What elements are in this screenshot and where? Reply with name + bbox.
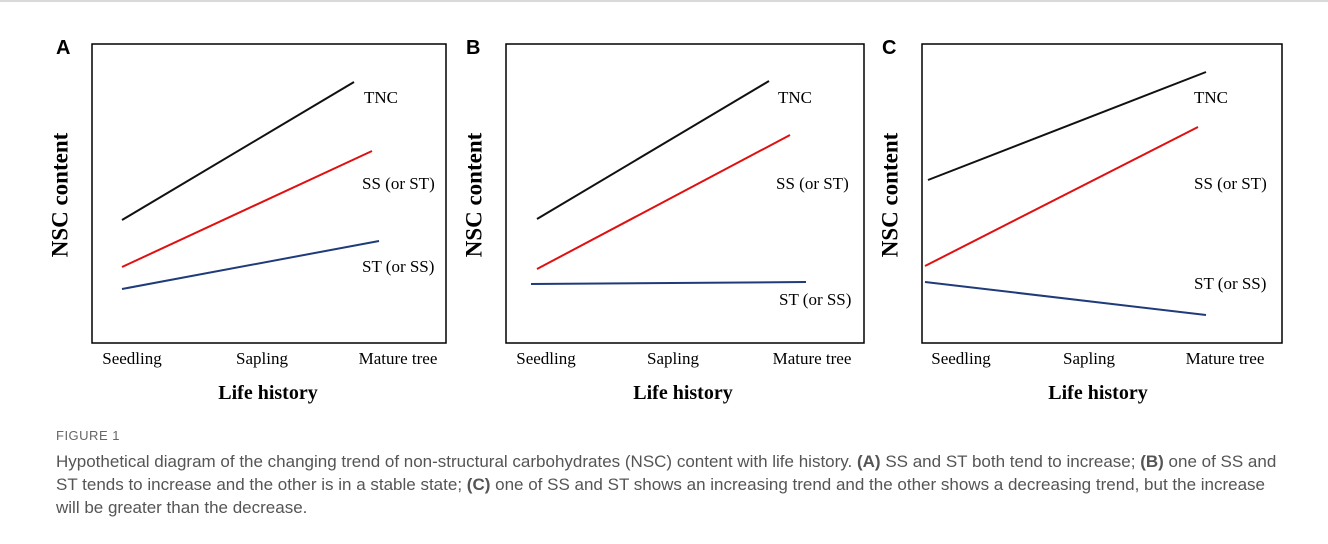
trend-line [536, 134, 791, 270]
series-label: SS (or ST) [362, 174, 435, 193]
y-axis-label: NSC content [461, 132, 486, 257]
y-axis-label: NSC content [47, 132, 72, 257]
series-label: SS (or ST) [776, 174, 849, 193]
x-tick-label: Mature tree [359, 349, 438, 368]
top-border [0, 0, 1328, 2]
plot-frame [505, 43, 865, 344]
trend-line [536, 80, 770, 220]
x-tick-label: Seedling [931, 349, 991, 368]
panel-label: A [56, 37, 70, 59]
caption-part-text: one of SS and ST shows an increasing tre… [56, 475, 1266, 517]
x-axis-label: Life history [1048, 382, 1147, 404]
x-axis-label: Life history [218, 382, 317, 404]
x-axis-label: Life history [633, 382, 732, 404]
trend-line [121, 150, 373, 268]
caption-part-label: (A) [856, 452, 881, 471]
series-label: TNC [778, 88, 812, 107]
figure: A NSC content Seedling Sapling Mature tree Li… [47, 37, 1283, 404]
x-tick-label: Mature tree [1186, 349, 1265, 368]
x-tick-label: Sapling [236, 349, 288, 368]
series-label: ST (or SS) [362, 257, 434, 276]
caption-part-label: (C) [466, 475, 491, 494]
caption: Hypothetical diagram of the changing tre… [56, 450, 1286, 519]
y-axis-label: NSC content [877, 132, 902, 257]
series-label: ST (or SS) [779, 290, 851, 309]
x-tick-label: Mature tree [773, 349, 852, 368]
plot-frame [921, 43, 1283, 344]
trend-line [927, 71, 1207, 181]
caption-part-text: SS and ST both tend to increase; [885, 452, 1136, 471]
trend-line [530, 281, 807, 285]
x-tick-label: Seedling [516, 349, 576, 368]
trend-line [924, 281, 1207, 316]
x-tick-label: Sapling [647, 349, 699, 368]
panel-label: C [882, 37, 896, 59]
trend-line [924, 126, 1199, 267]
series-label: TNC [364, 88, 398, 107]
series-label: ST (or SS) [1194, 274, 1266, 293]
x-tick-label: Seedling [102, 349, 162, 368]
series-label: TNC [1194, 88, 1228, 107]
caption-intro: Hypothetical diagram of the changing tre… [56, 452, 853, 471]
plot-frame [91, 43, 447, 344]
caption-label: FIGURE 1 [56, 428, 120, 443]
caption-part-text: one of SS and ST tends to increase and t… [56, 452, 1277, 494]
series-label: SS (or ST) [1194, 174, 1267, 193]
caption-part-label: (B) [1140, 452, 1164, 471]
x-tick-label: Sapling [1063, 349, 1115, 368]
trend-line [121, 240, 380, 290]
panel-label: B [466, 37, 480, 59]
trend-line [121, 81, 355, 221]
